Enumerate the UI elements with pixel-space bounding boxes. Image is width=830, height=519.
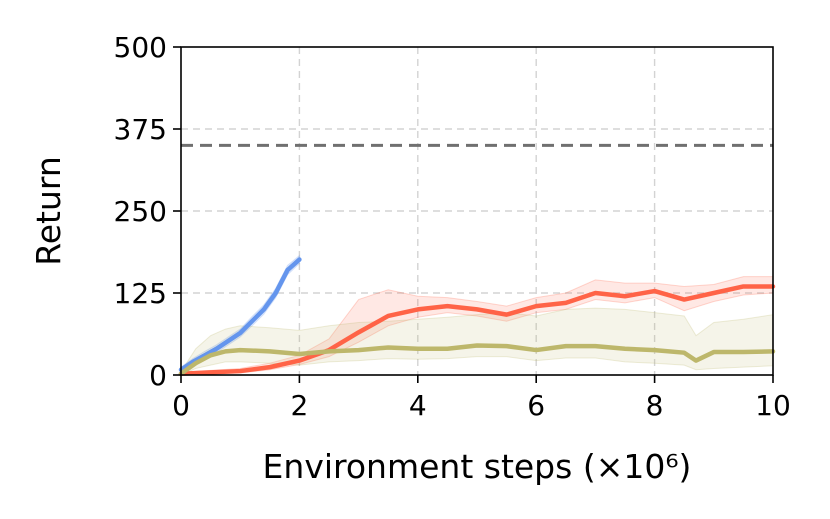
series-lines <box>178 257 776 376</box>
series-line-2 <box>178 284 776 376</box>
x-axis-label: Environment steps (×10⁶) <box>263 447 692 486</box>
x-tick-label: 4 <box>409 389 427 422</box>
y-tick-label: 0 <box>149 359 167 392</box>
y-tick-label: 500 <box>114 31 167 64</box>
x-tick-label: 2 <box>290 389 308 422</box>
confidence-bands <box>180 254 774 376</box>
x-tick-label: 0 <box>172 389 190 422</box>
x-tick-label: 10 <box>755 389 791 422</box>
y-axis-label: Return <box>29 156 68 266</box>
grid <box>181 47 773 375</box>
series-line-3 <box>178 343 776 376</box>
axis-ticks: 0 2 4 6 8 10 0 125 250 375 500 <box>114 31 791 422</box>
series-line-1 <box>178 257 302 373</box>
y-tick-label: 125 <box>114 277 167 310</box>
y-tick-label: 250 <box>114 195 167 228</box>
y-tick-label: 375 <box>114 113 167 146</box>
x-tick-label: 8 <box>646 389 664 422</box>
x-tick-label: 6 <box>527 389 545 422</box>
